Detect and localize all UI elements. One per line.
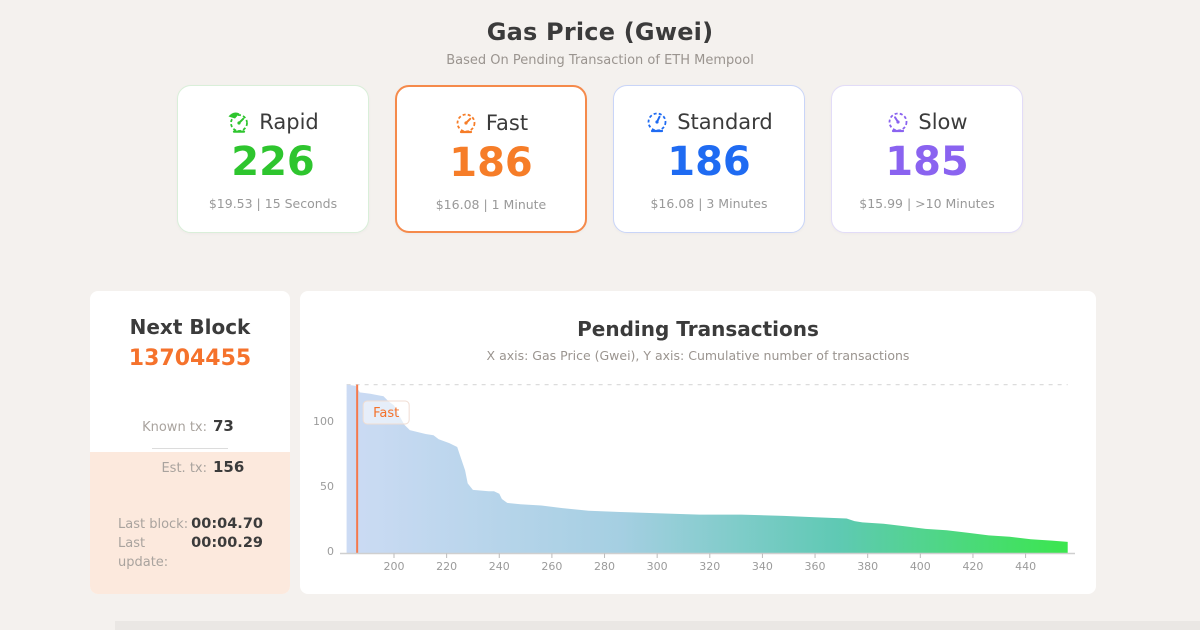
est-tx-row: Est. tx: 156 <box>90 458 290 476</box>
card-slow[interactable]: Slow 185 $15.99 | >10 Minutes <box>831 85 1023 233</box>
svg-text:380: 380 <box>857 560 878 573</box>
card-slow-label: Slow <box>918 110 968 134</box>
standard-gauge-icon <box>647 112 667 133</box>
svg-text:Fast: Fast <box>373 406 399 421</box>
known-tx-label: Known tx: <box>142 420 207 435</box>
pending-transactions-panel: Pending Transactions X axis: Gas Price (… <box>300 291 1096 594</box>
card-standard-value: 186 <box>667 139 751 185</box>
next-block-number: 13704455 <box>128 346 252 371</box>
card-standard-detail: $16.08 | 3 Minutes <box>650 196 768 211</box>
rapid-gauge-icon <box>228 112 249 133</box>
svg-text:420: 420 <box>962 560 983 573</box>
next-block-estimates-section: Est. tx: 156 Last block: 00:04.70 Last u… <box>90 452 290 594</box>
card-fast[interactable]: Fast 186 $16.08 | 1 Minute <box>395 85 587 233</box>
known-tx-row: Known tx: 73 <box>90 417 290 435</box>
card-fast-label: Fast <box>485 111 529 135</box>
svg-text:400: 400 <box>910 560 931 573</box>
svg-text:280: 280 <box>594 560 615 573</box>
gas-cards-row: Rapid 226 $19.53 | 15 Seconds Fast 186 $… <box>177 85 1023 233</box>
card-rapid-value: 226 <box>231 139 315 185</box>
main-row: Next Block 13704455 Known tx: 73 Est. tx… <box>90 291 1096 594</box>
pending-transactions-chart: Fast 200 220 240 260 280 300 320 340 360 380 400 420… <box>313 383 1075 573</box>
last-update-row: Last update: 00:00.29 <box>90 534 290 572</box>
svg-text:260: 260 <box>541 560 562 573</box>
svg-text:300: 300 <box>647 560 668 573</box>
card-fast-value: 186 <box>449 140 533 186</box>
slow-gauge-icon <box>888 112 908 133</box>
svg-text:240: 240 <box>489 560 510 573</box>
last-update-label: Last update: <box>118 536 169 570</box>
svg-text:340: 340 <box>752 560 773 573</box>
svg-text:220: 220 <box>436 560 457 573</box>
last-update-value: 00:00.29 <box>191 535 263 551</box>
next-block-panel: Next Block 13704455 Known tx: 73 Est. tx… <box>90 291 290 594</box>
card-rapid-label: Rapid <box>259 110 319 134</box>
card-slow-detail: $15.99 | >10 Minutes <box>859 196 995 211</box>
svg-text:100: 100 <box>313 415 334 428</box>
card-fast-detail: $16.08 | 1 Minute <box>435 197 547 212</box>
est-tx-value: 156 <box>213 458 245 476</box>
svg-text:440: 440 <box>1015 560 1036 573</box>
svg-text:50: 50 <box>320 480 334 493</box>
svg-text:200: 200 <box>384 560 405 573</box>
chart-title: Pending Transactions <box>577 317 819 341</box>
card-standard-label: Standard <box>677 110 773 134</box>
fast-gauge-icon <box>456 113 476 134</box>
page-title: Gas Price (Gwei) <box>486 18 714 46</box>
timers-block: Last block: 00:04.70 Last update: 00:00.… <box>90 515 290 572</box>
last-block-label: Last block: <box>118 517 189 532</box>
last-block-row: Last block: 00:04.70 <box>90 515 290 534</box>
last-block-value: 00:04.70 <box>191 516 263 532</box>
chart-subtitle: X axis: Gas Price (Gwei), Y axis: Cumula… <box>486 348 910 363</box>
page-header: Gas Price (Gwei) Based On Pending Transa… <box>0 0 1200 68</box>
card-slow-value: 185 <box>885 139 969 185</box>
page-subtitle: Based On Pending Transaction of ETH Memp… <box>446 53 754 68</box>
svg-text:320: 320 <box>699 560 720 573</box>
svg-text:0: 0 <box>327 545 334 558</box>
footer-strip <box>115 621 1200 630</box>
card-rapid[interactable]: Rapid 226 $19.53 | 15 Seconds <box>177 85 369 233</box>
card-rapid-detail: $19.53 | 15 Seconds <box>208 196 338 211</box>
est-tx-label: Est. tx: <box>161 461 207 476</box>
card-standard[interactable]: Standard 186 $16.08 | 3 Minutes <box>613 85 805 233</box>
known-tx-value: 73 <box>213 417 234 435</box>
next-block-title: Next Block <box>129 315 251 339</box>
next-block-divider <box>152 448 228 449</box>
svg-text:360: 360 <box>805 560 826 573</box>
